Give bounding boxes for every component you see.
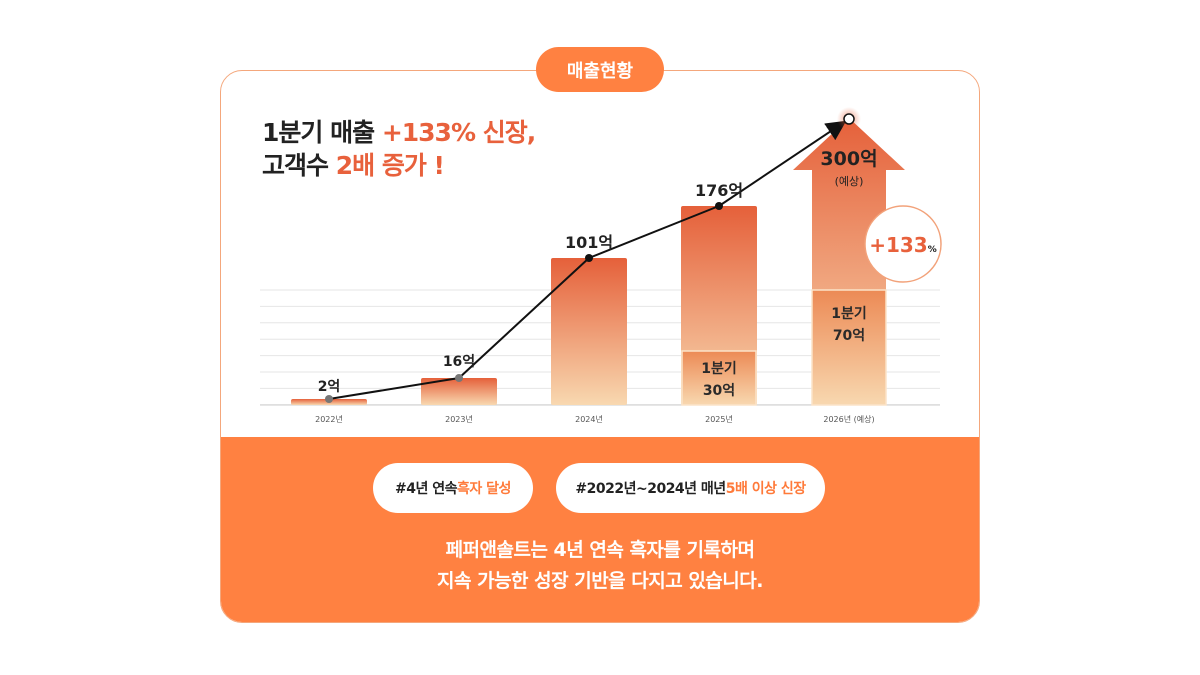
bar-2024년 (551, 258, 627, 405)
tag-growth: #2022년~2024년 매년 5배 이상 신장 (556, 463, 825, 513)
data-point (585, 254, 593, 262)
q1-segment (811, 289, 887, 406)
trend-line (328, 205, 720, 400)
message-line: 페퍼앤솔트는 4년 연속 흑자를 기록하며 (445, 539, 755, 561)
message-line: 지속 가능한 성장 기반을 다지고 있습니다. (437, 570, 763, 592)
headline-highlight: 2배 증가 ! (335, 151, 445, 180)
forecast-note: (예상) (835, 175, 864, 188)
q1-segment (681, 350, 757, 406)
x-tick-label: 2024년 (575, 414, 603, 424)
x-tick-label: 2023년 (445, 414, 473, 424)
q1-label: 30억 (703, 383, 735, 399)
headline: 1분기 매출 +133% 신장, 고객수 2배 증가 ! (262, 116, 536, 182)
headline-text: 고객수 (262, 151, 336, 180)
q1-label: 1분기 (701, 361, 737, 377)
growth-badge-text: +133% (869, 233, 937, 257)
data-point (715, 202, 723, 210)
section-badge: 매출현황 (536, 47, 664, 92)
trend-arrow (718, 120, 847, 207)
tag-highlight: 흑자 달성 (457, 481, 511, 497)
value-label: 176억 (695, 181, 743, 200)
x-tick-label: 2022년 (315, 414, 343, 424)
q1-label: 1분기 (831, 306, 867, 322)
data-point (455, 374, 463, 382)
growth-badge (864, 205, 942, 283)
headline-text: 1분기 매출 (262, 118, 382, 147)
q1-label: 70억 (833, 328, 865, 344)
bar-2023년 (421, 378, 497, 405)
value-label: 16억 (443, 354, 475, 370)
data-point (843, 113, 855, 125)
tag-highlight: 5배 이상 신장 (725, 481, 806, 497)
sales-chart: 2022년 2023년 2024년 1분기 30억 2025년 1분기 70억 2026년 (예… (260, 107, 942, 424)
value-label: 101억 (565, 233, 613, 252)
value-label: 2억 (318, 379, 341, 395)
summary-message: 페퍼앤솔트는 4년 연속 흑자를 기록하며 지속 가능한 성장 기반을 다지고 … (220, 535, 980, 597)
data-point (325, 395, 333, 403)
tag-text: #2022년~2024년 매년 (575, 481, 726, 497)
tag-text: #4년 연속 (395, 481, 458, 497)
headline-highlight: +133% 신장, (381, 118, 536, 147)
x-tick-label: 2025년 (705, 414, 733, 424)
tag-profit: #4년 연속 흑자 달성 (373, 463, 533, 513)
x-tick-label: 2026년 (예상) (823, 414, 874, 424)
value-label: 300억 (820, 148, 877, 170)
